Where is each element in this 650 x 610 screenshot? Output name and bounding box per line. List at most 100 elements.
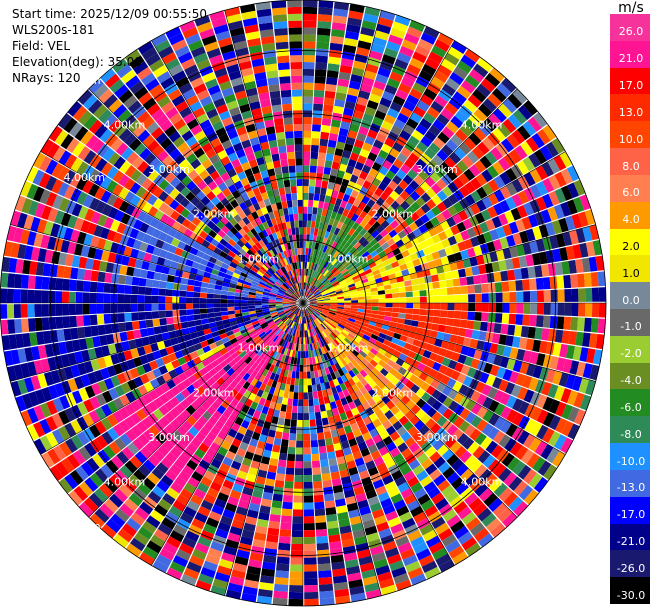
range-gate-cell: [319, 324, 325, 331]
range-gate-cell: [461, 511, 477, 526]
range-gate-cell: [517, 190, 530, 205]
range-gate-cell: [378, 294, 386, 299]
range-gate-cell: [502, 118, 517, 134]
range-gate-cell: [413, 175, 425, 186]
range-gate-cell: [96, 293, 104, 303]
range-gate-cell: [258, 582, 274, 591]
range-gate-cell: [442, 263, 452, 273]
range-gate-cell: [384, 335, 394, 342]
range-gate-cell: [404, 280, 412, 287]
range-gate-cell: [303, 220, 307, 228]
range-gate-cell: [404, 319, 412, 326]
range-gate-cell: [496, 344, 506, 356]
range-gate-cell: [549, 355, 559, 370]
range-gate-cell: [410, 201, 421, 212]
range-gate-cell: [330, 471, 341, 480]
range-gate-cell: [513, 501, 529, 517]
range-gate-cell: [578, 303, 586, 317]
range-gate-cell: [411, 314, 420, 321]
range-gate-cell: [280, 439, 289, 447]
range-gate-cell: [405, 313, 413, 320]
range-gate-cell: [476, 186, 488, 199]
range-gate-cell: [322, 245, 328, 253]
range-gate-cell: [303, 0, 318, 8]
range-gate-cell: [381, 395, 391, 405]
range-gate-cell: [554, 434, 567, 450]
range-gate-cell: [410, 482, 424, 494]
range-gate-cell: [372, 212, 381, 221]
range-gate-cell: [369, 545, 384, 556]
range-gate-cell: [55, 304, 63, 316]
range-gate-cell: [380, 584, 397, 596]
range-gate-cell: [324, 319, 331, 325]
range-gate-cell: [325, 352, 332, 360]
range-gate-cell: [364, 268, 373, 275]
range-gate-cell: [476, 340, 485, 351]
range-gate-cell: [351, 230, 360, 239]
range-gate-cell: [258, 434, 268, 443]
range-gate-cell: [315, 264, 320, 272]
range-gate-cell: [435, 497, 449, 511]
range-gate-cell: [133, 329, 142, 339]
range-gate-cell: [433, 456, 446, 469]
range-gate-cell: [432, 361, 442, 372]
range-gate-cell: [350, 272, 359, 278]
range-gate-cell: [314, 319, 320, 327]
range-gate-cell: [268, 520, 280, 530]
range-gate-cell: [543, 464, 558, 481]
range-gate-cell: [336, 292, 344, 296]
range-gate-cell: [536, 394, 548, 409]
range-gate-cell: [389, 342, 398, 350]
range-gate-cell: [365, 406, 375, 417]
range-gate-cell: [316, 304, 324, 307]
range-gate-cell: [368, 93, 382, 104]
range-gate-cell: [303, 61, 315, 70]
range-gate-cell: [334, 362, 341, 371]
range-gate-cell: [310, 439, 319, 448]
range-gate-cell: [384, 311, 393, 317]
range-gate-cell: [502, 512, 518, 528]
range-gate-cell: [347, 87, 360, 97]
range-gate-cell: [509, 347, 519, 360]
range-gate-cell: [365, 437, 375, 448]
range-gate-cell: [438, 461, 451, 474]
range-gate-cell: [441, 385, 453, 397]
range-gate-cell: [442, 333, 452, 342]
range-gate-cell: [513, 325, 523, 337]
range-gate-cell: [393, 436, 405, 447]
range-gate-cell: [446, 424, 459, 437]
range-gate-cell: [420, 203, 431, 214]
range-gate-cell: [305, 309, 308, 317]
range-gate-cell: [330, 35, 344, 45]
range-gate-cell: [381, 201, 391, 211]
range-gate-cell: [319, 315, 326, 321]
range-gate-cell: [452, 551, 469, 565]
range-gate-cell: [7, 319, 16, 334]
range-gate-cell: [308, 269, 312, 277]
range-gate-cell: [491, 333, 501, 344]
range-gate-cell: [344, 297, 352, 301]
range-gate-cell: [415, 408, 426, 420]
range-gate-cell: [547, 206, 559, 222]
range-gate-cell: [333, 347, 340, 355]
range-gate-cell: [390, 210, 400, 220]
range-gate-cell: [426, 407, 437, 418]
range-gate-cell: [441, 144, 454, 157]
range-gate-cell: [481, 384, 492, 397]
range-gate-cell: [377, 389, 386, 400]
range-gate-cell: [441, 238, 451, 249]
range-gate-cell: [377, 310, 386, 316]
range-gate-cell: [365, 174, 375, 184]
range-gate-cell: [279, 410, 286, 419]
range-gate-cell: [395, 239, 405, 248]
range-gate-cell: [304, 571, 318, 579]
range-gate-cell: [231, 519, 245, 530]
range-gate-cell: [253, 532, 267, 542]
range-gate-cell: [289, 328, 294, 336]
range-gate-cell: [334, 98, 346, 108]
range-gate-cell: [271, 380, 278, 389]
range-gate-cell: [452, 278, 461, 287]
range-gate-cell: [381, 452, 393, 463]
range-gate-cell: [316, 34, 330, 43]
range-gate-cell: [462, 258, 472, 268]
